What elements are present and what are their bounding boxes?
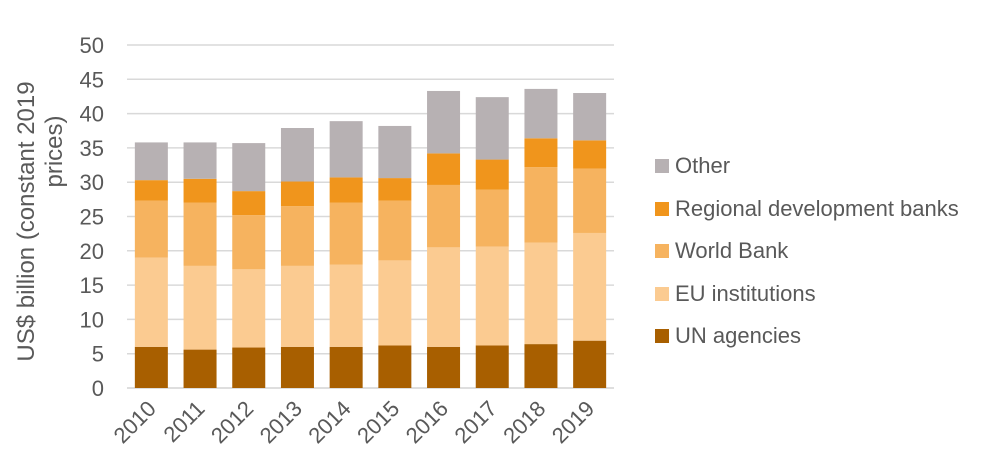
legend-item-regional-development-banks: Regional development banks bbox=[655, 188, 959, 231]
bar-segment-other-2013 bbox=[280, 128, 314, 182]
y-tick-label: 10 bbox=[80, 307, 104, 332]
x-tick-label: 2013 bbox=[255, 396, 307, 448]
bar-segment-world-bank-2018 bbox=[524, 167, 558, 243]
bar-segment-regional-development-banks-2010 bbox=[134, 180, 168, 201]
bar-segment-world-bank-2015 bbox=[378, 200, 412, 261]
bar-segment-other-2010 bbox=[134, 142, 168, 181]
bar-segment-regional-development-banks-2012 bbox=[232, 191, 266, 216]
bar-segment-eu-institutions-2016 bbox=[427, 247, 461, 347]
bar-segment-regional-development-banks-2019 bbox=[573, 140, 607, 169]
bar-segment-world-bank-2011 bbox=[183, 202, 217, 266]
y-tick-label: 15 bbox=[80, 273, 104, 298]
bar-segment-eu-institutions-2012 bbox=[232, 269, 266, 348]
y-axis-title-line-2: prices) bbox=[41, 115, 68, 187]
x-tick-label: 2019 bbox=[547, 396, 599, 448]
legend-item-un-agencies: UN agencies bbox=[655, 315, 959, 358]
bar-segment-regional-development-banks-2013 bbox=[280, 181, 314, 207]
x-tick-label: 2015 bbox=[352, 396, 404, 448]
y-tick-label: 20 bbox=[80, 239, 104, 264]
bar-segment-world-bank-2019 bbox=[573, 168, 607, 233]
bar-segment-eu-institutions-2019 bbox=[573, 232, 607, 341]
y-tick-label: 35 bbox=[80, 136, 104, 161]
x-tick-label: 2014 bbox=[303, 396, 355, 448]
bar-segment-world-bank-2014 bbox=[329, 202, 363, 265]
legend-label: World Bank bbox=[675, 238, 789, 264]
bar-segment-regional-development-banks-2017 bbox=[475, 159, 509, 190]
legend-swatch bbox=[655, 286, 669, 301]
bar-segment-un-agencies-2012 bbox=[232, 347, 266, 388]
x-tick-label: 2012 bbox=[206, 396, 258, 448]
bar-segment-other-2019 bbox=[573, 93, 607, 141]
bar-segment-eu-institutions-2010 bbox=[134, 257, 168, 347]
bar-segment-regional-development-banks-2016 bbox=[427, 153, 461, 185]
legend-label: Regional development banks bbox=[675, 195, 959, 221]
bar-segment-eu-institutions-2014 bbox=[329, 264, 363, 347]
bar-segment-un-agencies-2013 bbox=[280, 346, 314, 388]
bar-segment-world-bank-2016 bbox=[427, 184, 461, 248]
y-tick-label: 45 bbox=[80, 67, 104, 92]
legend-item-other: Other bbox=[655, 145, 959, 188]
legend-swatch bbox=[655, 201, 669, 216]
bar-segment-un-agencies-2011 bbox=[183, 349, 217, 388]
bar-segment-eu-institutions-2018 bbox=[524, 242, 558, 345]
legend-label: EU institutions bbox=[675, 280, 816, 306]
bars bbox=[134, 88, 607, 388]
bar-segment-regional-development-banks-2015 bbox=[378, 178, 412, 201]
y-tick-label: 50 bbox=[80, 33, 104, 58]
bar-segment-other-2017 bbox=[475, 97, 509, 160]
bar-segment-un-agencies-2019 bbox=[573, 340, 607, 388]
y-tick-label: 5 bbox=[92, 342, 104, 367]
bar-segment-world-bank-2012 bbox=[232, 215, 266, 270]
bar-segment-un-agencies-2016 bbox=[427, 346, 461, 388]
bar-segment-other-2012 bbox=[232, 143, 266, 192]
x-tick-label: 2017 bbox=[449, 396, 501, 448]
bar-segment-regional-development-banks-2018 bbox=[524, 138, 558, 168]
y-axis-title: US$ billion (constant 2019 prices) bbox=[13, 81, 68, 361]
bar-segment-other-2018 bbox=[524, 88, 558, 139]
y-axis-ticks: 0 5 10 15 20 25 30 35 40 45 50 bbox=[80, 33, 104, 401]
bar-segment-eu-institutions-2011 bbox=[183, 265, 217, 350]
bar-segment-un-agencies-2018 bbox=[524, 344, 558, 388]
legend: Other Regional development banks World Ban… bbox=[655, 145, 959, 358]
bar-segment-un-agencies-2014 bbox=[329, 346, 363, 388]
bar-segment-un-agencies-2015 bbox=[378, 345, 412, 388]
bar-segment-un-agencies-2010 bbox=[134, 346, 168, 388]
bar-segment-eu-institutions-2015 bbox=[378, 260, 412, 346]
bar-segment-world-bank-2013 bbox=[280, 206, 314, 266]
bar-segment-un-agencies-2017 bbox=[475, 345, 509, 388]
y-tick-label: 25 bbox=[80, 205, 104, 230]
legend-swatch bbox=[655, 329, 669, 344]
bar-segment-eu-institutions-2017 bbox=[475, 246, 509, 346]
legend-item-eu-institutions: EU institutions bbox=[655, 273, 959, 316]
bar-segment-regional-development-banks-2011 bbox=[183, 178, 217, 203]
bar-segment-regional-development-banks-2014 bbox=[329, 177, 363, 203]
legend-label: UN agencies bbox=[675, 323, 801, 349]
legend-swatch bbox=[655, 159, 669, 174]
y-axis-title-line-1: US$ billion (constant 2019 bbox=[13, 81, 40, 361]
bar-segment-other-2014 bbox=[329, 121, 363, 178]
bar-segment-other-2016 bbox=[427, 90, 461, 154]
legend-item-world-bank: World Bank bbox=[655, 230, 959, 273]
legend-label: Other bbox=[675, 153, 731, 179]
legend-swatch bbox=[655, 244, 669, 259]
y-tick-label: 0 bbox=[92, 376, 104, 401]
bar-segment-other-2011 bbox=[183, 142, 217, 179]
y-tick-label: 40 bbox=[80, 102, 104, 127]
x-tick-label: 2016 bbox=[401, 396, 453, 448]
bar-segment-eu-institutions-2013 bbox=[280, 265, 314, 347]
x-tick-label: 2010 bbox=[109, 396, 161, 448]
x-tick-label: 2011 bbox=[158, 396, 209, 447]
bar-segment-world-bank-2010 bbox=[134, 200, 168, 258]
x-tick-label: 2018 bbox=[498, 396, 550, 448]
y-tick-label: 30 bbox=[80, 170, 104, 195]
bar-segment-world-bank-2017 bbox=[475, 189, 509, 247]
bar-segment-other-2015 bbox=[378, 125, 412, 179]
